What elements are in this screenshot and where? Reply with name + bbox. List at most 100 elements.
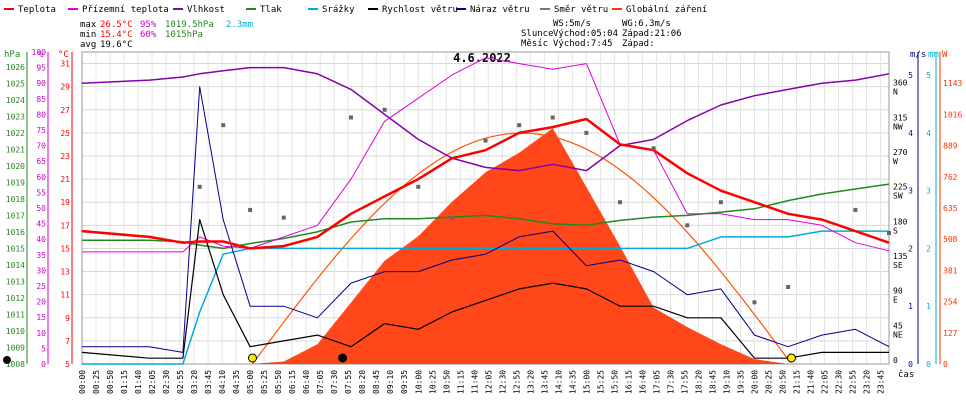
wind-dir-point [517, 123, 522, 128]
legend-label: Rychlost větru [382, 5, 458, 15]
info-wg: WG:6.3m/s [622, 19, 671, 29]
temp-tick-label: 5 [65, 360, 70, 369]
hpa-tick-label: 1010 [6, 327, 25, 336]
hpa-tick-label: 1019 [6, 178, 25, 187]
hpa-tick-label: 1023 [6, 112, 25, 121]
time-tick-label: 13:45 [540, 370, 549, 394]
axis-label-rad: W [942, 50, 948, 60]
sunrise-marker [247, 353, 257, 363]
time-tick-label: 00:50 [106, 370, 115, 394]
hum-tick-label: 35 [36, 251, 46, 260]
rain-tick-label: 1 [926, 302, 931, 311]
hum-tick-label: 40 [36, 235, 46, 244]
time-tick-label: 19:35 [736, 370, 745, 394]
hpa-tick-label: 1020 [6, 162, 25, 171]
wind-dir-point [853, 207, 858, 212]
wind-tick-label: 1 [908, 302, 913, 311]
stat-max-hum: 95% [140, 20, 157, 30]
time-tick-label: 12:05 [484, 370, 493, 394]
wind-dir-point [752, 300, 757, 305]
dir-compass-label: NE [893, 330, 903, 339]
time-tick-label: 20:00 [751, 370, 760, 394]
rad-tick-label: 127 [943, 329, 958, 338]
axis-label-hum: % [38, 50, 44, 60]
dir-tick-label: 225 [893, 183, 908, 192]
hpa-tick-label: 1012 [6, 294, 25, 303]
wind-dir-point [887, 231, 891, 236]
stat-max-temp: 26.5°C [100, 20, 133, 30]
info-slunce-rise: Východ:05:04 [553, 29, 618, 39]
time-tick-label: 05:50 [274, 370, 283, 394]
wind-tick-label: 5 [908, 71, 913, 80]
time-tick-label: 16:15 [624, 370, 633, 394]
wind-tick-label: 0 [908, 360, 913, 369]
temp-tick-label: 11 [60, 291, 70, 300]
stat-avg-label: avg [80, 40, 96, 50]
time-tick-label: 00:00 [78, 370, 87, 394]
hpa-tick-label: 1017 [6, 211, 25, 220]
stat-max-press: 1019.5hPa [165, 20, 214, 30]
time-tick-label: 07:05 [316, 370, 325, 394]
temp-tick-label: 7 [65, 337, 70, 346]
axis-label-rain: mm [928, 50, 939, 60]
hpa-tick-label: 1021 [6, 145, 25, 154]
hpa-tick-label: 1016 [6, 228, 25, 237]
moon-marker [3, 356, 11, 364]
time-tick-label: 07:55 [344, 370, 353, 394]
hum-tick-label: 20 [36, 298, 46, 307]
rain-line [82, 230, 889, 365]
time-tick-label: 22:30 [835, 370, 844, 394]
rain-tick-label: 2 [926, 244, 931, 253]
temp-tick-label: 19 [60, 198, 70, 207]
wind-dir-point [685, 223, 690, 228]
temp-tick-label: 25 [60, 129, 70, 138]
dir-tick-label: 270 [893, 148, 908, 157]
markers [3, 107, 891, 364]
time-tick-label: 03:20 [190, 370, 199, 394]
legend-label: Globální záření [626, 5, 707, 15]
dir-compass-label: SW [893, 192, 903, 201]
rad-tick-label: 762 [943, 173, 958, 182]
time-tick-label: 17:55 [680, 370, 689, 394]
time-tick-label: 12:55 [512, 370, 521, 394]
wind-dir-point [197, 184, 202, 189]
time-tick-label: 14:10 [554, 370, 563, 394]
time-tick-label: 10:00 [414, 370, 423, 394]
time-tick-label: 09:10 [386, 370, 395, 394]
time-tick-label: 11:15 [456, 370, 465, 394]
dir-compass-label: SE [893, 261, 903, 270]
hum-tick-label: 0 [41, 360, 46, 369]
wind-dir-point [718, 200, 723, 205]
time-tick-label: 05:00 [246, 370, 255, 394]
wind-dir-point [416, 184, 421, 189]
dir-compass-label: E [893, 296, 898, 305]
time-tick-label: 20:50 [779, 370, 788, 394]
wind-tick-label: 4 [908, 129, 913, 138]
time-tick-label: 10:50 [442, 370, 451, 394]
pressure-line [82, 183, 890, 250]
time-tick-label: 13:20 [526, 370, 535, 394]
temp-tick-label: 17 [60, 221, 70, 230]
dir-compass-label: NW [893, 122, 903, 131]
hpa-tick-label: 1014 [6, 261, 25, 270]
rad-tick-label: 508 [943, 235, 958, 244]
rad-tick-label: 0 [943, 360, 948, 369]
stat-min-press: 1015hPa [165, 30, 203, 40]
dir-tick-label: 90 [893, 287, 903, 296]
hum-tick-label: 10 [36, 329, 46, 338]
wind-tick-label: 3 [908, 187, 913, 196]
ground-temp-line [82, 57, 890, 253]
hum-tick-label: 75 [36, 126, 46, 135]
info-slunce-label: Slunce [521, 29, 554, 39]
hum-tick-label: 60 [36, 173, 46, 182]
time-tick-label: 12:30 [498, 370, 507, 394]
temperature-line [81, 117, 890, 250]
wind-dir-point [248, 207, 253, 212]
time-tick-label: 09:35 [400, 370, 409, 394]
wind-dir-point [221, 123, 226, 128]
legend-label: Přízemní teplota [82, 5, 169, 15]
hum-tick-label: 45 [36, 220, 46, 229]
time-tick-label: 02:30 [162, 370, 171, 394]
legend-label: Náraz větru [470, 5, 530, 15]
rain-tick-label: 5 [926, 71, 931, 80]
